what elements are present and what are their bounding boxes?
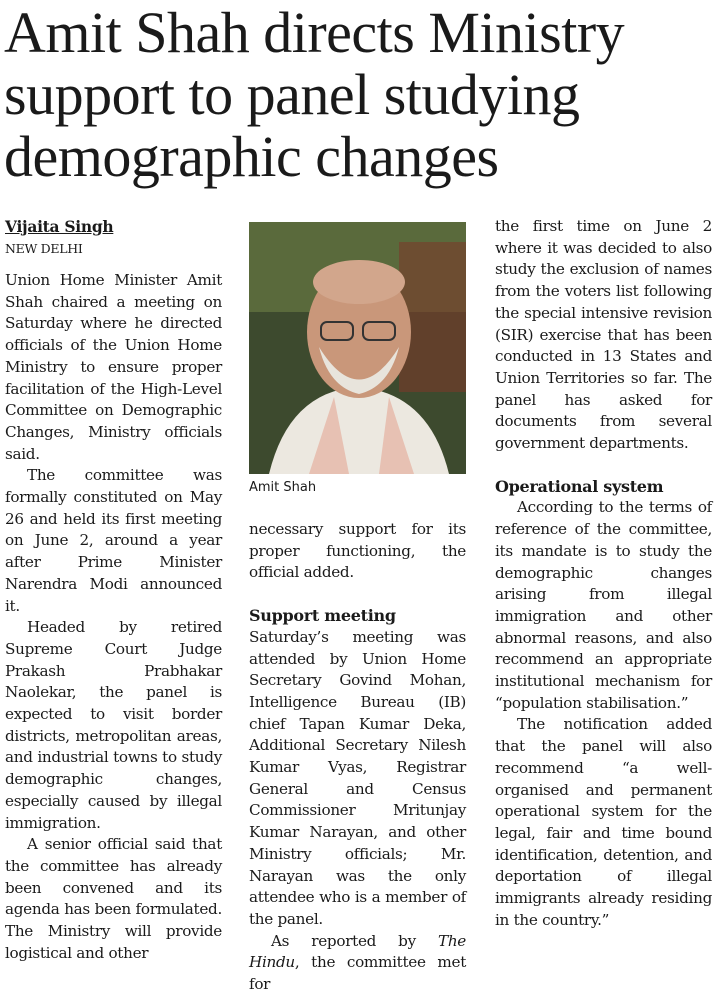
- paragraph: Saturday’s meeting was attended by Union…: [249, 627, 466, 928]
- paragraph: The notification added that the panel wi…: [495, 715, 712, 929]
- subhead: Operational system: [495, 476, 664, 496]
- headline: Amit Shah directs Ministry support to pa…: [4, 2, 716, 188]
- paragraph: The committee was formally constituted o…: [5, 466, 222, 615]
- headline-line: support to panel studying: [4, 62, 580, 127]
- headline-line: Amit Shah directs Ministry: [4, 0, 625, 65]
- dateline: NEW DELHI: [5, 241, 83, 256]
- subhead: Support meeting: [249, 606, 396, 626]
- paragraph: Union Home Minister Amit Shah chaired a …: [5, 271, 222, 463]
- photo: [249, 222, 466, 474]
- headline-line: demographic changes: [4, 124, 499, 189]
- page: Amit Shah directs Ministry support to pa…: [4, 1, 716, 994]
- byline: Vijaita Singh: [5, 217, 114, 236]
- column: the first time on June 2 where it was de…: [495, 216, 712, 932]
- column: necessary support for its proper functio…: [249, 519, 466, 996]
- column: Vijaita Singh NEW DELHI Union Home Minis…: [5, 216, 222, 965]
- paragraph: the first time on June 2 where it was de…: [495, 217, 712, 453]
- paragraph: necessary support for its proper functio…: [249, 520, 466, 582]
- paragraph: As reported by The Hindu, the committee …: [249, 931, 466, 996]
- text: As reported by: [271, 931, 438, 950]
- photo-caption: Amit Shah: [249, 480, 317, 495]
- paragraph: According to the terms of reference of t…: [495, 498, 712, 712]
- publication-name: The Hindu: [249, 931, 466, 972]
- paragraph: A senior official said that the committe…: [5, 835, 222, 962]
- paragraph: Headed by retired Supreme Court Judge Pr…: [5, 618, 222, 832]
